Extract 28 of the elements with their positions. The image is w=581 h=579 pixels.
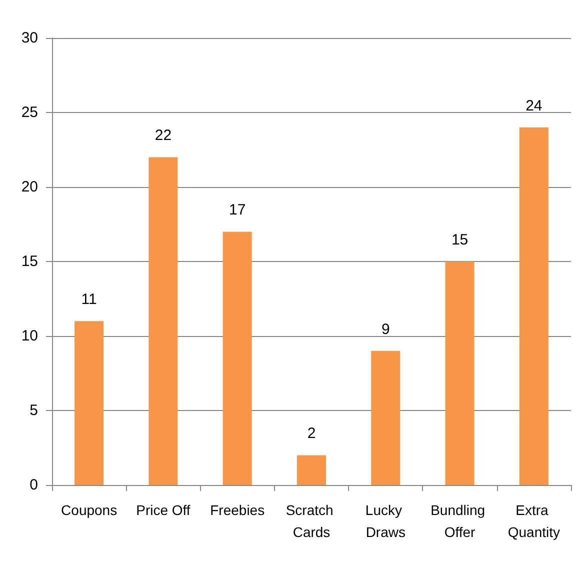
x-tick-label: Freebies (210, 502, 265, 518)
x-tick-label: Extra Quantity (508, 502, 560, 540)
y-tick-label: 25 (21, 104, 38, 121)
data-label: 11 (81, 291, 97, 308)
data-label: 17 (229, 202, 246, 219)
bar (445, 262, 474, 485)
x-tick-label: Coupons (61, 502, 118, 518)
y-tick-label: 0 (30, 476, 38, 494)
data-label: 24 (526, 97, 542, 114)
bar (148, 157, 178, 485)
data-label: 2 (307, 425, 316, 442)
y-tick-label: 10 (21, 328, 38, 344)
bar (222, 232, 252, 485)
bar (519, 127, 548, 485)
x-tick-label: Price Off (136, 502, 190, 518)
data-label: 9 (381, 320, 390, 338)
bar (297, 455, 326, 485)
x-tick-label: Bundling Offer (430, 502, 489, 540)
data-label: 22 (154, 127, 172, 144)
x-tick-label: Scratch Cards (286, 502, 338, 540)
y-tick-label: 20 (21, 178, 38, 196)
bar (371, 350, 400, 485)
y-tick-label: 15 (21, 253, 38, 270)
bar (74, 321, 104, 485)
data-label: 15 (451, 232, 468, 248)
x-tick-label: Lucky Draws (365, 502, 406, 540)
y-tick-label: 5 (30, 402, 38, 419)
y-tick-label: 30 (21, 30, 38, 46)
